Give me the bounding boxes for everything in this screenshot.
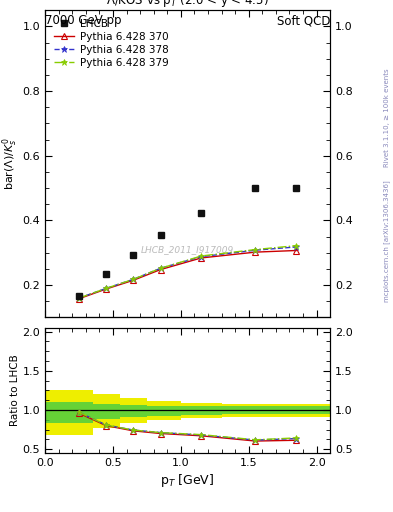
Text: Soft QCD: Soft QCD xyxy=(277,14,330,27)
Pythia 6.428 378 xyxy=(199,253,204,260)
Pythia 6.428 370 xyxy=(253,249,258,255)
Pythia 6.428 378 xyxy=(294,244,299,250)
Y-axis label: bar($\Lambda$)/$K^{0}_{s}$: bar($\Lambda$)/$K^{0}_{s}$ xyxy=(0,137,20,190)
Line: LHCB: LHCB xyxy=(75,185,300,300)
Pythia 6.428 379 xyxy=(199,253,204,259)
LHCB xyxy=(199,210,204,216)
LHCB xyxy=(294,185,299,191)
Pythia 6.428 378 xyxy=(158,265,163,271)
Line: Pythia 6.428 370: Pythia 6.428 370 xyxy=(76,248,299,302)
Text: 7000 GeV pp: 7000 GeV pp xyxy=(45,14,122,27)
Title: $\bar{\Lambda}$/KOS vs p$_{T}$ (2.0 < y < 4.5): $\bar{\Lambda}$/KOS vs p$_{T}$ (2.0 < y … xyxy=(106,0,269,10)
Pythia 6.428 378 xyxy=(131,276,136,282)
Pythia 6.428 379 xyxy=(294,243,299,249)
Text: LHCB_2011_I917009: LHCB_2011_I917009 xyxy=(141,245,234,254)
LHCB xyxy=(131,252,136,258)
Text: Rivet 3.1.10, ≥ 100k events: Rivet 3.1.10, ≥ 100k events xyxy=(384,69,390,167)
LHCB xyxy=(77,293,81,300)
Pythia 6.428 378 xyxy=(77,295,81,301)
Pythia 6.428 370 xyxy=(158,267,163,273)
Pythia 6.428 379 xyxy=(253,246,258,252)
Legend: LHCB, Pythia 6.428 370, Pythia 6.428 378, Pythia 6.428 379: LHCB, Pythia 6.428 370, Pythia 6.428 378… xyxy=(50,15,171,71)
Pythia 6.428 379 xyxy=(131,276,136,282)
Line: Pythia 6.428 378: Pythia 6.428 378 xyxy=(75,244,300,302)
LHCB xyxy=(158,232,163,239)
Line: Pythia 6.428 379: Pythia 6.428 379 xyxy=(75,242,300,302)
Pythia 6.428 379 xyxy=(104,285,108,291)
Pythia 6.428 379 xyxy=(77,295,81,301)
Y-axis label: Ratio to LHCB: Ratio to LHCB xyxy=(10,354,20,426)
LHCB xyxy=(104,271,108,277)
Pythia 6.428 370 xyxy=(199,255,204,261)
Pythia 6.428 370 xyxy=(104,286,108,292)
Pythia 6.428 379 xyxy=(158,265,163,271)
Pythia 6.428 378 xyxy=(104,285,108,291)
Pythia 6.428 370 xyxy=(131,277,136,283)
X-axis label: p$_{T}$ [GeV]: p$_{T}$ [GeV] xyxy=(160,472,215,489)
Text: mcplots.cern.ch [arXiv:1306.3436]: mcplots.cern.ch [arXiv:1306.3436] xyxy=(384,180,391,302)
LHCB xyxy=(253,185,258,191)
Pythia 6.428 370 xyxy=(77,295,81,302)
Pythia 6.428 370 xyxy=(294,247,299,253)
Pythia 6.428 378 xyxy=(253,247,258,253)
